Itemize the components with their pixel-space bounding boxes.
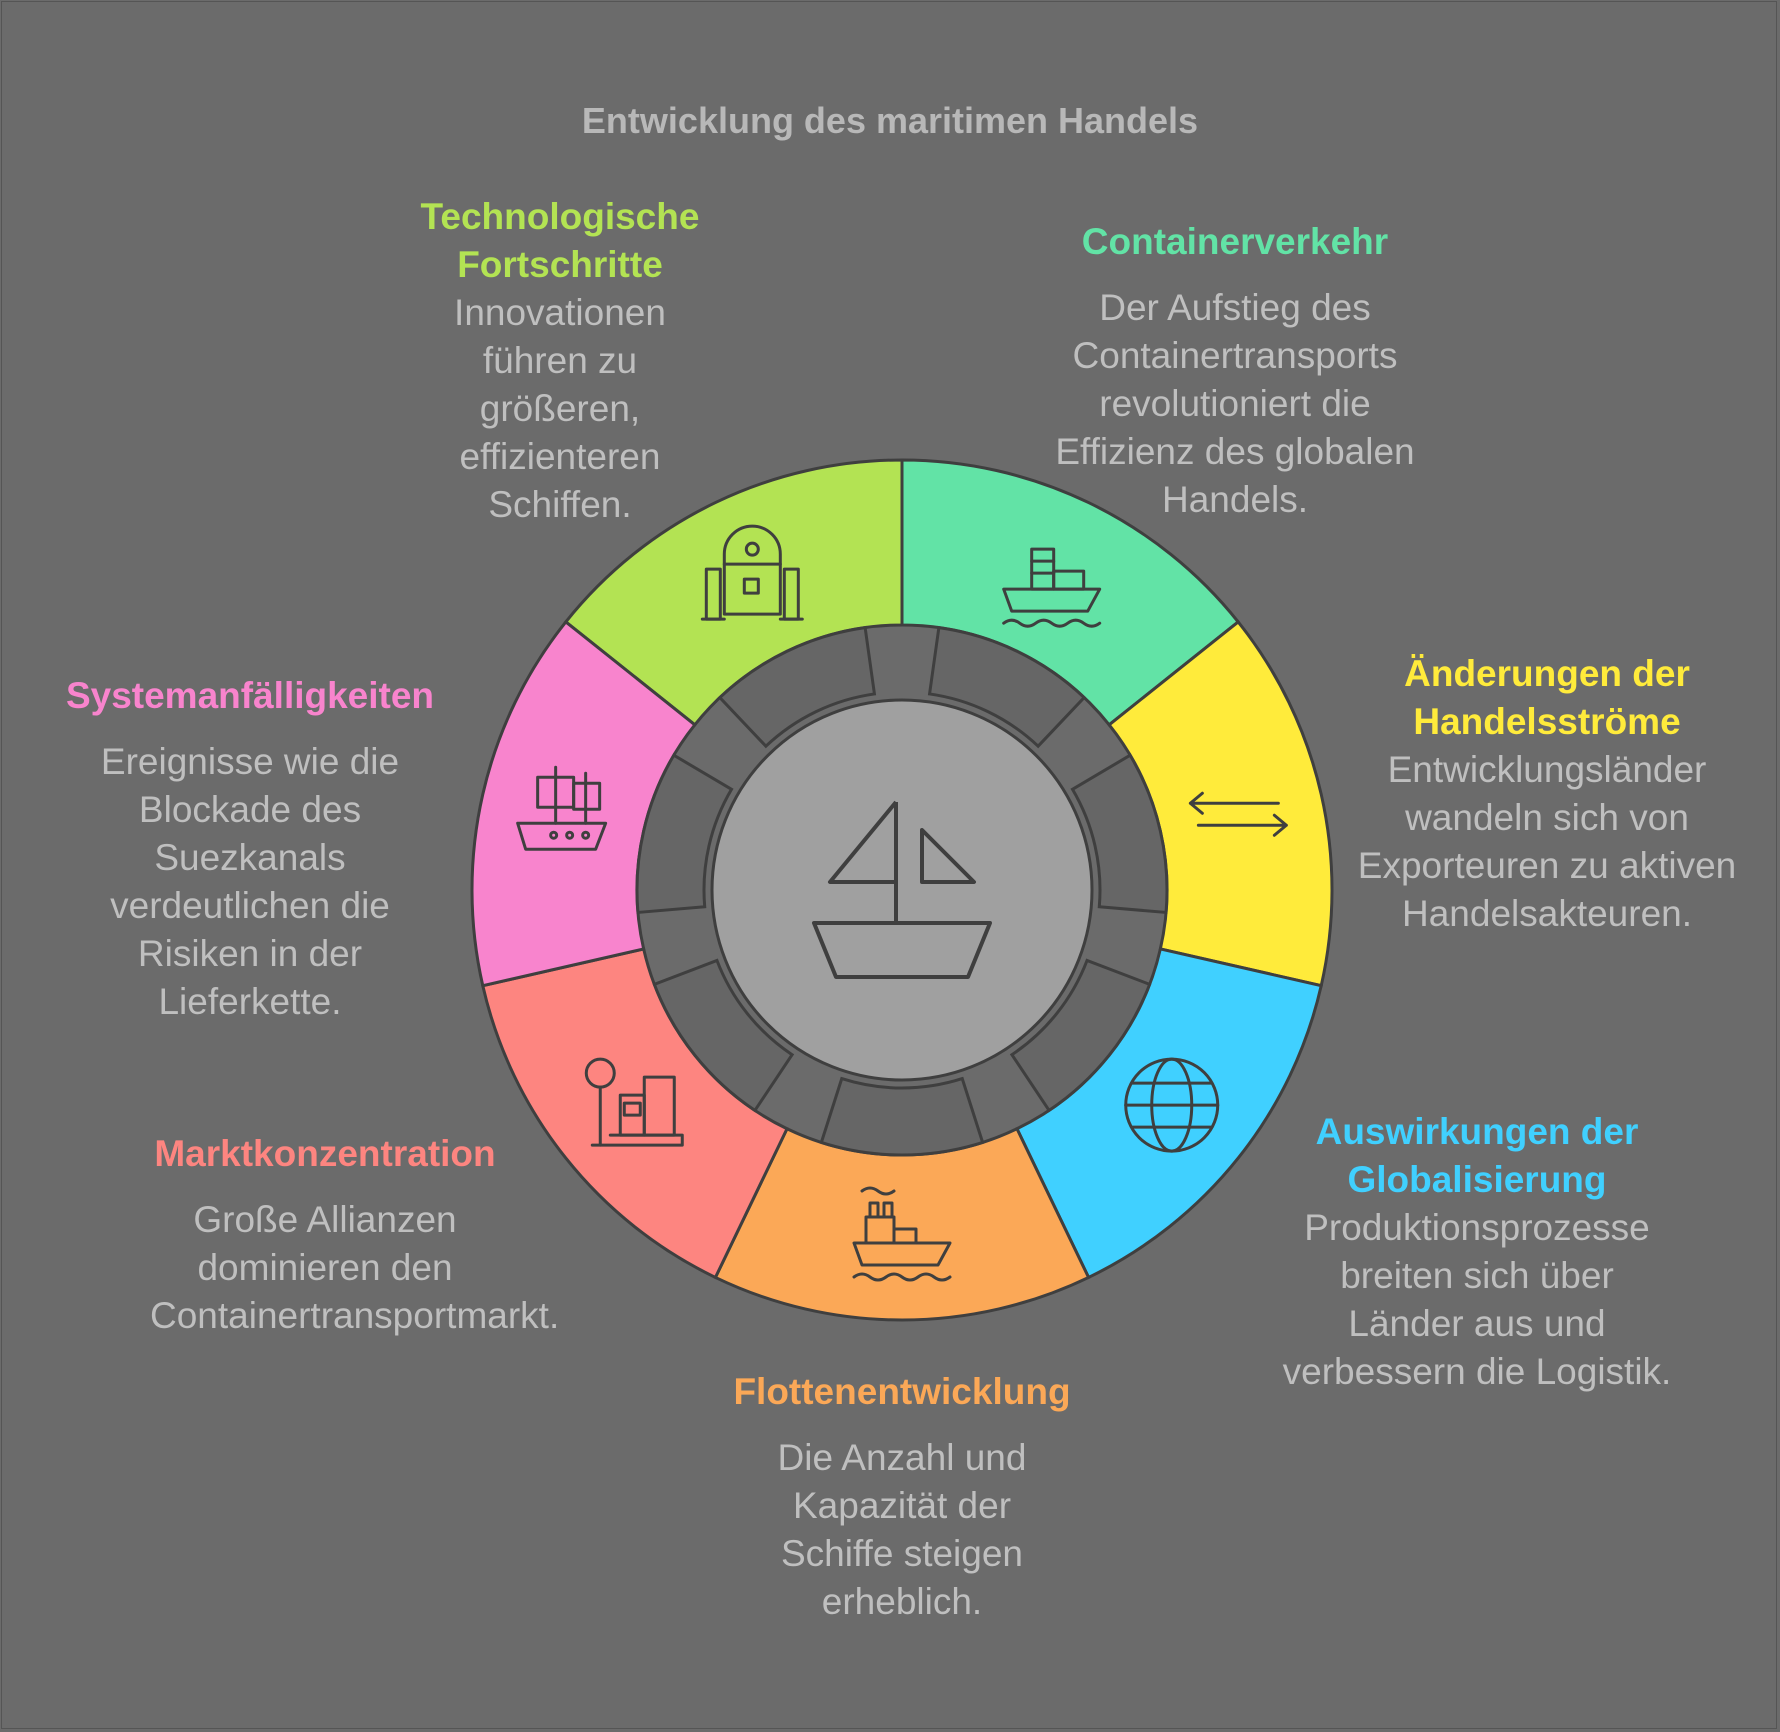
text-technologische-fortschritte: Innovationen führen zu größeren, effizie… — [454, 292, 666, 525]
heading-globalisierung: Auswirkungen der Globalisierung — [1315, 1111, 1639, 1200]
label-handelsstroeme: Änderungen der Handelsströme Entwicklung… — [1352, 650, 1742, 938]
galleon-icon — [516, 765, 608, 851]
cargo-ship-icon — [1002, 547, 1102, 628]
text-handelsstroeme: Entwicklungsländer wandeln sich von Expo… — [1357, 749, 1737, 934]
heading-flottenentwicklung: Flottenentwicklung — [733, 1371, 1071, 1412]
scale-boxes-icon — [584, 1057, 684, 1147]
text-flottenentwicklung: Die Anzahl und Kapazität der Schiffe ste… — [777, 1437, 1027, 1622]
text-globalisierung: Produktionsprozesse breiten sich über Lä… — [1282, 1207, 1672, 1392]
heading-marktkonzentration: Marktkonzentration — [154, 1133, 496, 1174]
label-flottenentwicklung: Flottenentwicklung Die Anzahl und Kapazi… — [722, 1368, 1082, 1626]
label-technologische-fortschritte: Technologische Fortschritte Innovationen… — [405, 193, 715, 529]
ring-piece-vuln — [635, 753, 734, 915]
text-containerverkehr: Der Aufstieg des Containertransports rev… — [1055, 287, 1415, 520]
ring-piece-container — [927, 625, 1087, 749]
heading-systemanfaelligkeiten: Systemanfälligkeiten — [65, 675, 435, 716]
heading-containerverkehr: Containerverkehr — [1081, 221, 1389, 262]
text-marktkonzentration: Große Allianzen dominieren den Container… — [150, 1199, 560, 1336]
label-marktkonzentration: Marktkonzentration Große Allianzen domin… — [90, 1130, 560, 1340]
heading-technologische-fortschritte: Technologische Fortschritte — [420, 196, 700, 285]
exchange-arrows-icon — [1188, 791, 1288, 837]
tugboat-icon — [852, 1186, 952, 1282]
heading-handelsstroeme: Änderungen der Handelsströme — [1404, 653, 1690, 742]
ring-piece-tech — [717, 625, 877, 749]
diagram-title: Entwicklung des maritimen Handels — [581, 100, 1199, 141]
globe-icon — [1124, 1057, 1220, 1153]
label-globalisierung: Auswirkungen der Globalisierung Produkti… — [1282, 1108, 1672, 1396]
ring-piece-global — [1009, 958, 1152, 1113]
ring-piece-fleet — [819, 1076, 985, 1157]
sailboat-icon — [812, 800, 992, 979]
robot-icon — [700, 524, 804, 621]
label-containerverkehr: Containerverkehr Der Aufstieg des Contai… — [1040, 218, 1430, 524]
text-systemanfaelligkeiten: Ereignisse wie die Blockade des Suezkana… — [100, 741, 400, 1022]
ring-piece-market — [652, 958, 795, 1113]
ring-piece-flows — [1070, 753, 1169, 915]
center-circle — [710, 698, 1094, 1082]
label-systemanfaelligkeiten: Systemanfälligkeiten Ereignisse wie die … — [60, 672, 440, 1026]
